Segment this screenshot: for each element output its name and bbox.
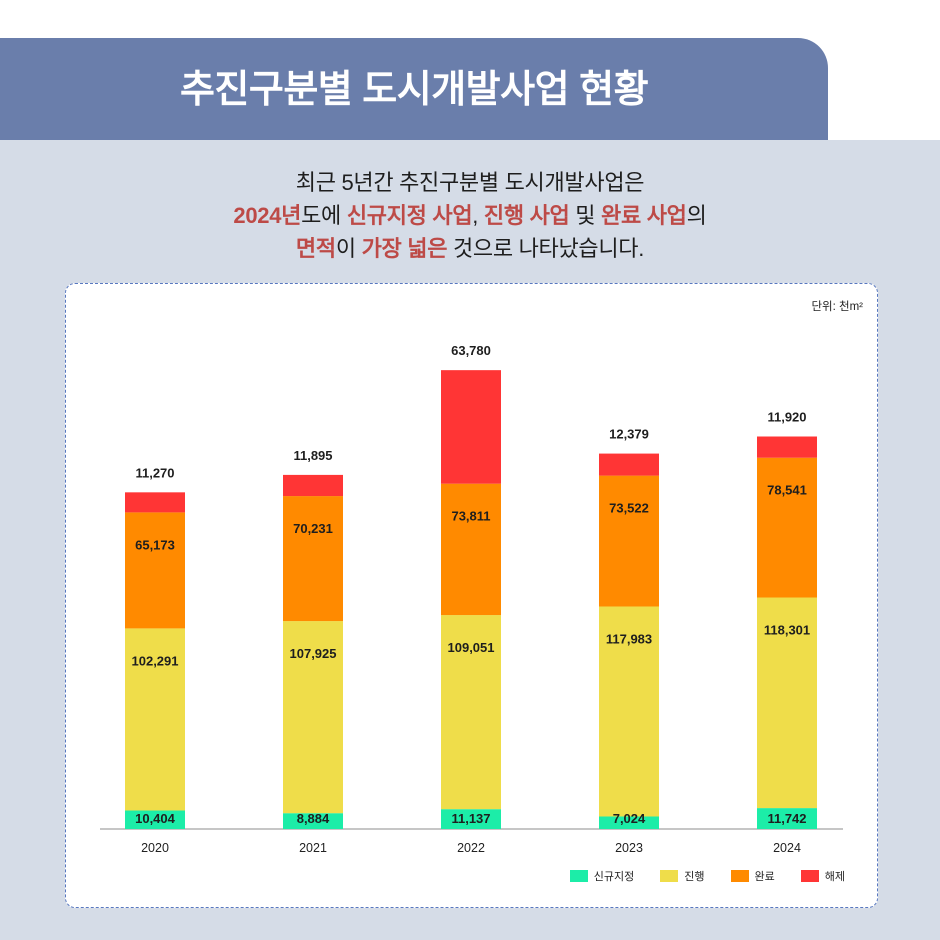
chart-legend: 신규지정 진행 완료 해제 bbox=[569, 868, 845, 884]
value-label-completed-2023: 73,522 bbox=[609, 501, 649, 516]
summary-text-segment: 최근 5년간 추진구분별 도시개발사업은 bbox=[295, 170, 645, 195]
title-banner: 추진구분별 도시개발사업 현황 bbox=[0, 38, 828, 140]
value-label-new-designation-2020: 10,404 bbox=[135, 811, 176, 826]
bar-completed-2024 bbox=[757, 457, 817, 598]
highlight-area: 면적 bbox=[295, 236, 336, 261]
value-label-new-designation-2024: 11,742 bbox=[767, 811, 806, 826]
bar-completed-2021 bbox=[283, 496, 343, 622]
summary-line-2: 2024년도에 신규지정 사업, 진행 사업 및 완료 사업의 bbox=[0, 199, 940, 232]
bar-new-designation-2023 bbox=[599, 816, 659, 829]
bar-in-progress-2022 bbox=[441, 615, 501, 810]
value-label-in-progress-2022: 109,051 bbox=[448, 640, 495, 655]
bar-new-designation-2021 bbox=[283, 813, 343, 829]
bar-new-designation-2024 bbox=[757, 808, 817, 829]
legend-item-completed: 완료 bbox=[730, 868, 775, 884]
summary-text-segment: 이 bbox=[335, 236, 362, 261]
summary-text-segment: 도에 bbox=[301, 203, 347, 228]
bar-completed-2022 bbox=[441, 483, 501, 616]
summary-line-1: 최근 5년간 추진구분별 도시개발사업은 bbox=[0, 166, 940, 199]
unit-label: 단위: 천m² bbox=[811, 301, 863, 313]
value-label-in-progress-2021: 107,925 bbox=[290, 646, 337, 661]
value-label-released-2024: 11,920 bbox=[767, 410, 806, 425]
legend-swatch-completed bbox=[730, 870, 749, 882]
stacked-bar-chart: 10,404 102,291 65,173 11,270 2020 8,884 107,92… bbox=[100, 343, 843, 855]
x-tick-label-2021: 2021 bbox=[299, 841, 327, 855]
summary-text-segment: , bbox=[472, 203, 484, 228]
summary-text-segment: 및 bbox=[569, 203, 602, 228]
page-title: 추진구분별 도시개발사업 현황 bbox=[179, 68, 649, 111]
x-tick-label-2024: 2024 bbox=[773, 841, 801, 855]
x-tick-label-2023: 2023 bbox=[615, 841, 643, 855]
value-label-completed-2022: 73,811 bbox=[451, 509, 490, 524]
legend-label-in-progress: 진행 bbox=[684, 871, 705, 883]
value-label-in-progress-2020: 102,291 bbox=[132, 653, 179, 668]
value-label-new-designation-2023: 7,024 bbox=[613, 811, 646, 826]
legend-label-released: 해제 bbox=[824, 871, 845, 883]
legend-label-completed: 완료 bbox=[754, 871, 775, 883]
highlight-largest: 가장 넓은 bbox=[361, 236, 448, 261]
legend-item-new-designation: 신규지정 bbox=[569, 868, 635, 884]
legend-swatch-released bbox=[800, 870, 819, 882]
bar-completed-2023 bbox=[599, 475, 659, 607]
value-label-new-designation-2022: 11,137 bbox=[451, 811, 490, 826]
legend-swatch-new-designation bbox=[569, 870, 588, 882]
bars-layer bbox=[125, 370, 817, 829]
bar-in-progress-2021 bbox=[283, 621, 343, 814]
bar-released-2020 bbox=[125, 492, 185, 513]
value-label-completed-2021: 70,231 bbox=[293, 521, 333, 536]
value-label-released-2023: 12,379 bbox=[609, 427, 649, 442]
value-label-new-designation-2021: 8,884 bbox=[297, 811, 330, 826]
legend-item-released: 해제 bbox=[800, 868, 845, 884]
value-label-in-progress-2024: 118,301 bbox=[764, 623, 810, 638]
highlight-year: 2024년 bbox=[233, 203, 302, 228]
highlight-new-designation: 신규지정 사업 bbox=[346, 203, 473, 228]
bar-released-2024 bbox=[757, 436, 817, 458]
value-label-completed-2020: 65,173 bbox=[135, 537, 175, 552]
bar-in-progress-2024 bbox=[757, 597, 817, 809]
highlight-in-progress: 진행 사업 bbox=[483, 203, 570, 228]
bar-new-designation-2020 bbox=[125, 810, 185, 829]
x-tick-label-2020: 2020 bbox=[141, 841, 169, 855]
bar-in-progress-2020 bbox=[125, 628, 185, 811]
bar-completed-2020 bbox=[125, 512, 185, 629]
legend-item-in-progress: 진행 bbox=[660, 868, 705, 884]
value-label-in-progress-2023: 117,983 bbox=[606, 631, 652, 646]
summary-text-segment: 것으로 나타났습니다. bbox=[447, 236, 645, 261]
summary-text-segment: 의 bbox=[686, 203, 707, 228]
highlight-completed: 완료 사업 bbox=[601, 203, 687, 228]
bar-released-2022 bbox=[441, 370, 501, 484]
summary-line-3: 면적이 가장 넓은 것으로 나타났습니다. bbox=[0, 232, 940, 265]
value-label-completed-2024: 78,541 bbox=[767, 483, 807, 498]
chart-panel: 단위: 천m² 10,404 102,291 65,173 11,270 2020 8,8… bbox=[65, 283, 878, 908]
value-label-released-2021: 11,895 bbox=[293, 448, 332, 463]
bar-in-progress-2023 bbox=[599, 606, 659, 817]
bar-released-2021 bbox=[283, 474, 343, 497]
summary-text: 최근 5년간 추진구분별 도시개발사업은 2024년도에 신규지정 사업, 진행… bbox=[0, 166, 940, 265]
value-label-released-2020: 11,270 bbox=[135, 465, 174, 480]
labels-layer: 10,404 102,291 65,173 11,270 2020 8,884 107,92… bbox=[132, 343, 811, 855]
x-tick-label-2022: 2022 bbox=[457, 841, 485, 855]
value-label-released-2022: 63,780 bbox=[451, 343, 491, 358]
legend-label-new-designation: 신규지정 bbox=[593, 871, 635, 883]
bar-new-designation-2022 bbox=[441, 809, 501, 829]
bar-released-2023 bbox=[599, 453, 659, 476]
legend-swatch-in-progress bbox=[660, 870, 679, 882]
